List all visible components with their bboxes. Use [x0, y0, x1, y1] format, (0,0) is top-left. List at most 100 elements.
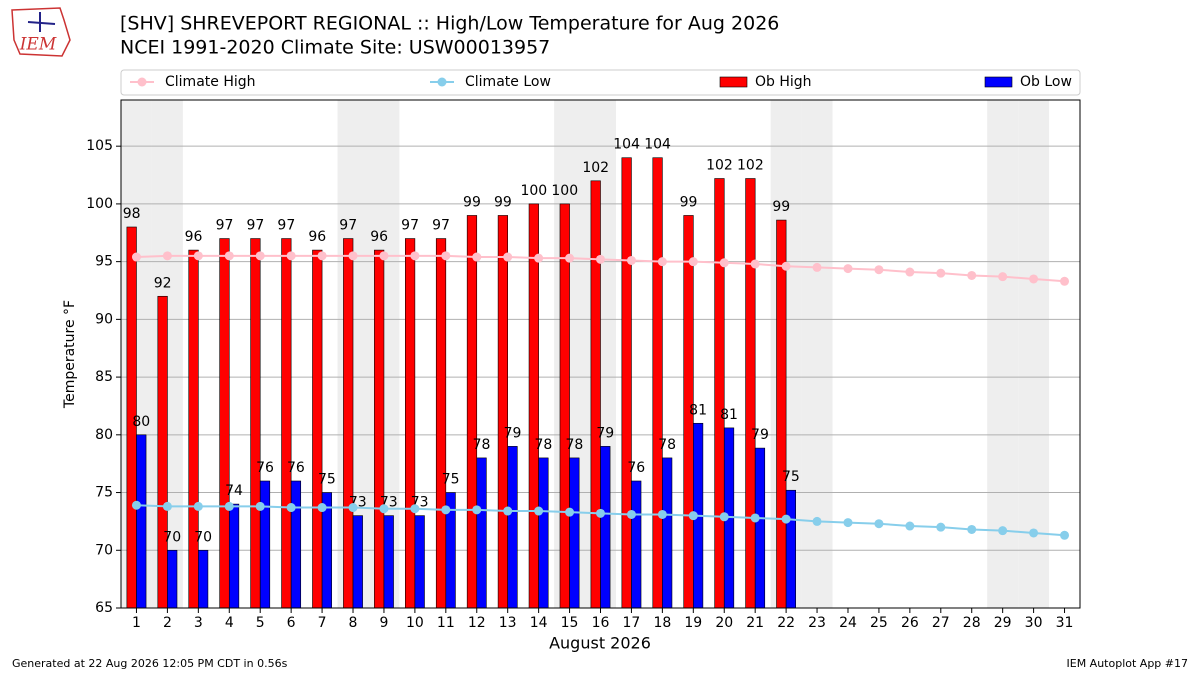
data-label: 76: [256, 460, 274, 476]
y-tick-label: 80: [95, 427, 113, 443]
data-label: 74: [225, 483, 243, 499]
data-label: 78: [565, 437, 583, 453]
x-tick-label: 4: [225, 615, 234, 631]
data-label: 97: [432, 218, 450, 234]
point: [967, 270, 977, 280]
data-label: 78: [658, 437, 676, 453]
point: [596, 254, 605, 264]
x-tick-label: 29: [994, 615, 1012, 631]
point: [874, 519, 884, 529]
point: [565, 507, 575, 517]
point: [162, 501, 172, 511]
point: [936, 522, 946, 532]
x-tick-label: 22: [777, 615, 795, 631]
chart-title: [SHV] SHREVEPORT REGIONAL :: High/Low Te…: [120, 13, 779, 35]
bar: [228, 503, 240, 609]
legend-label: Ob High: [755, 74, 812, 90]
point: [441, 251, 451, 261]
point: [503, 252, 513, 262]
point: [348, 503, 358, 513]
y-axis-label: Temperature °F: [62, 300, 78, 409]
weekend-band: [801, 100, 833, 608]
data-label: 99: [772, 199, 790, 215]
bar: [714, 178, 725, 609]
bar: [343, 238, 354, 609]
bar: [528, 203, 539, 609]
bar: [167, 549, 178, 609]
footer-left: Generated at 22 Aug 2026 12:05 PM CDT in…: [12, 657, 288, 670]
legend-swatch: [719, 76, 748, 88]
x-tick-label: 3: [194, 615, 203, 631]
point: [812, 516, 822, 526]
data-label: 76: [627, 460, 645, 476]
point: [1029, 528, 1039, 538]
point: [657, 257, 667, 267]
x-tick-label: 30: [1025, 615, 1043, 631]
bar: [621, 157, 632, 609]
bar: [559, 203, 570, 609]
point: [379, 251, 389, 261]
point: [967, 524, 977, 534]
x-tick-label: 15: [561, 615, 579, 631]
x-tick-label: 25: [870, 615, 888, 631]
point: [843, 264, 853, 274]
point: [905, 521, 915, 531]
bar: [662, 457, 673, 609]
bar: [219, 238, 230, 609]
x-tick-label: 6: [287, 615, 296, 631]
point: [534, 253, 544, 263]
y-tick-label: 90: [95, 311, 113, 327]
point: [162, 251, 172, 261]
point: [131, 252, 141, 262]
data-label: 70: [163, 529, 181, 545]
point: [688, 511, 698, 521]
bar: [383, 515, 394, 609]
point: [905, 267, 915, 277]
point: [317, 503, 327, 513]
bar: [538, 457, 549, 609]
y-tick-label: 85: [95, 369, 113, 385]
point: [255, 251, 265, 261]
x-tick-label: 23: [808, 615, 826, 631]
data-label: 99: [463, 194, 481, 210]
data-label: 70: [194, 529, 212, 545]
bar: [188, 249, 199, 609]
legend-label: Climate High: [165, 74, 256, 90]
point: [843, 518, 853, 528]
data-label: 78: [473, 437, 491, 453]
data-label: 97: [401, 218, 419, 234]
y-tick-label: 100: [86, 196, 113, 212]
data-label: 78: [535, 437, 553, 453]
point: [224, 251, 234, 261]
point: [286, 503, 296, 513]
x-tick-label: 21: [746, 615, 764, 631]
data-label: 102: [706, 158, 733, 174]
bar: [435, 238, 447, 609]
data-label: 97: [247, 218, 265, 234]
data-label: 79: [504, 425, 522, 441]
bar: [776, 219, 787, 609]
data-label: 80: [132, 414, 150, 430]
data-label: 96: [370, 229, 388, 245]
point: [626, 509, 636, 519]
x-tick-label: 28: [963, 615, 981, 631]
x-axis-label: August 2026: [549, 634, 651, 653]
x-tick-label: 27: [932, 615, 950, 631]
bar: [466, 215, 478, 609]
point: [781, 514, 791, 524]
point: [379, 504, 389, 514]
point: [750, 259, 760, 269]
x-tick-label: 17: [623, 615, 641, 631]
bar: [157, 295, 168, 609]
y-tick-label: 70: [95, 542, 113, 558]
bar: [600, 446, 611, 609]
bar: [590, 180, 601, 609]
x-tick-label: 13: [499, 615, 517, 631]
point: [255, 501, 265, 511]
point: [812, 262, 822, 272]
bar: [745, 178, 756, 609]
point: [596, 508, 605, 518]
data-label: 98: [123, 206, 141, 222]
bar: [250, 238, 261, 609]
